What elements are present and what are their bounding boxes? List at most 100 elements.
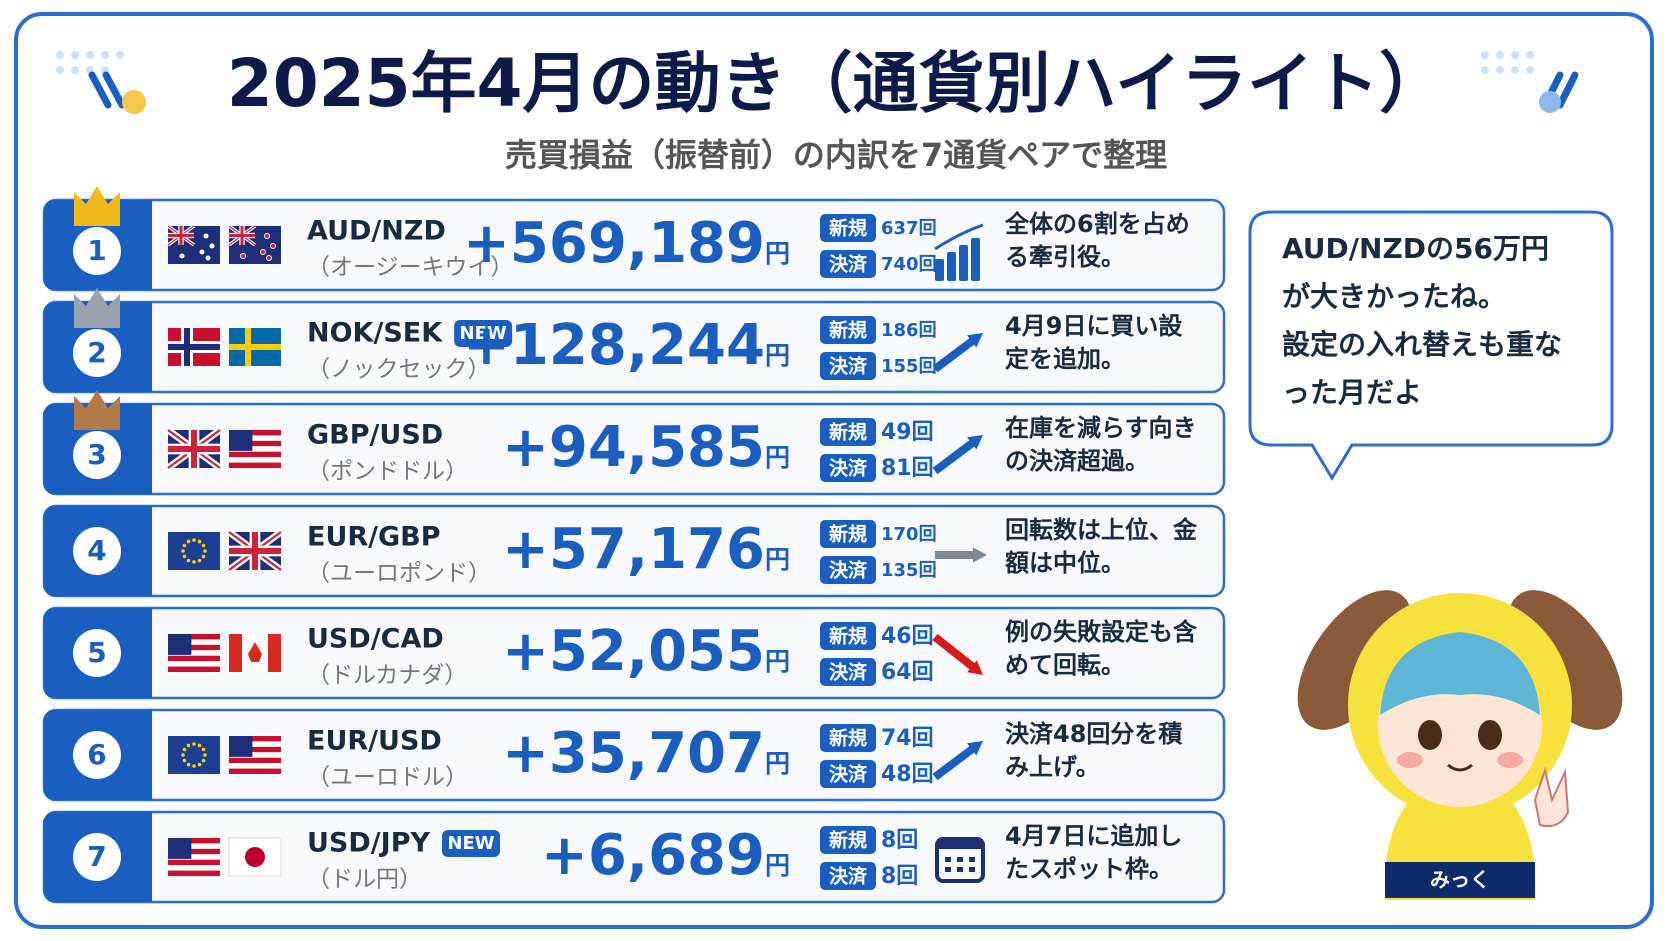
new-badge-text: NEW bbox=[460, 323, 507, 344]
count-label-box bbox=[820, 862, 876, 890]
count-label: 決済 bbox=[829, 253, 868, 276]
count: 170回 bbox=[881, 524, 937, 545]
comment: 定を追加。 bbox=[1005, 345, 1125, 373]
count-label-box bbox=[820, 250, 876, 278]
count: 8回 bbox=[881, 864, 918, 889]
profit-unit: 円 bbox=[765, 545, 790, 574]
profit: +35,707円 bbox=[502, 721, 790, 786]
count-label: 新規 bbox=[829, 727, 867, 750]
trend-icon bbox=[932, 435, 983, 475]
profit-value: +57,176 bbox=[502, 517, 765, 582]
pair-name: EUR/USD bbox=[307, 726, 442, 757]
pair-name: EUR/GBP bbox=[307, 522, 441, 553]
comment: 額は中位。 bbox=[1005, 549, 1125, 577]
pair-name: USD/JPY bbox=[307, 828, 430, 859]
count: 8回 bbox=[881, 828, 918, 853]
comment: 全体の6割を占め bbox=[1004, 210, 1190, 238]
count-label: 決済 bbox=[829, 457, 868, 480]
flag bbox=[168, 634, 220, 672]
pair-reading: （ポンドドル） bbox=[307, 459, 468, 485]
bubble-text: った月だよ bbox=[1282, 376, 1422, 409]
count-label-box bbox=[820, 724, 876, 752]
rank-circle bbox=[73, 431, 121, 479]
profit: +128,244円 bbox=[463, 313, 790, 378]
count: 49回 bbox=[881, 420, 934, 445]
flag bbox=[165, 427, 223, 471]
count-label-box bbox=[820, 214, 876, 242]
count-label: 決済 bbox=[829, 865, 868, 888]
profit-unit: 円 bbox=[765, 851, 790, 880]
subtitle: 売買損益（振替前）の内訳を7通貨ペアで整理 bbox=[505, 136, 1167, 174]
flag bbox=[227, 224, 281, 264]
rank: 6 bbox=[87, 738, 106, 771]
trend-icon bbox=[932, 633, 983, 675]
bubble-text: が大きかったね。 bbox=[1282, 280, 1506, 313]
rank-circle bbox=[73, 629, 121, 677]
rank-circle bbox=[73, 227, 121, 275]
flag bbox=[166, 224, 220, 264]
crown bbox=[74, 390, 120, 430]
pair-name: NOK/SEK bbox=[307, 318, 443, 349]
decor bbox=[56, 51, 1579, 114]
comment: 例の失敗設定も含 bbox=[1005, 618, 1198, 646]
bubble-text: 設定の入れ替えも重な bbox=[1282, 328, 1562, 361]
comment: 4月9日に買い設 bbox=[1005, 312, 1183, 340]
crown bbox=[74, 186, 120, 226]
pair-reading: （ノックセック） bbox=[307, 357, 491, 383]
count: 48回 bbox=[881, 762, 934, 787]
comment: る牽引役。 bbox=[1005, 243, 1125, 271]
rank: 3 bbox=[87, 438, 106, 471]
comment: たスポット枠。 bbox=[1005, 855, 1173, 883]
count: 740回 bbox=[881, 254, 937, 275]
count-label-box bbox=[820, 316, 876, 344]
new-badge-text: NEW bbox=[447, 833, 494, 854]
rank-circle bbox=[73, 527, 121, 575]
count-label: 決済 bbox=[829, 763, 868, 786]
profit-value: +6,689 bbox=[541, 823, 765, 888]
count: 74回 bbox=[881, 726, 934, 751]
profit-unit: 円 bbox=[765, 647, 790, 676]
count: 186回 bbox=[881, 320, 937, 341]
count-label-box bbox=[820, 556, 876, 584]
count: 637回 bbox=[881, 218, 937, 239]
profit-value: +52,055 bbox=[502, 619, 765, 684]
count: 81回 bbox=[881, 456, 934, 481]
count-label: 新規 bbox=[829, 421, 867, 444]
rank: 2 bbox=[87, 336, 106, 369]
count-label: 決済 bbox=[829, 355, 868, 378]
count-label: 決済 bbox=[829, 661, 868, 684]
pair-name: AUD/NZD bbox=[307, 216, 446, 247]
comment: 在庫を減らす向き bbox=[1005, 414, 1197, 442]
bubble-text: AUD/NZDの56万円 bbox=[1282, 232, 1549, 265]
flag bbox=[168, 736, 220, 774]
pair-reading: （ドル円） bbox=[307, 867, 422, 893]
comment: の決済超過。 bbox=[1005, 447, 1149, 475]
rank-circle bbox=[73, 833, 121, 881]
flag bbox=[168, 328, 220, 366]
new-badge bbox=[442, 830, 501, 857]
rank: 5 bbox=[87, 636, 106, 669]
profit: +52,055円 bbox=[502, 619, 790, 684]
profit-value: +569,189 bbox=[463, 211, 765, 276]
trend-icon bbox=[932, 741, 983, 781]
count: 46回 bbox=[881, 624, 934, 649]
profit-unit: 円 bbox=[765, 749, 790, 778]
flag bbox=[168, 838, 220, 876]
pair-reading: （ユーロドル） bbox=[307, 765, 468, 791]
count-label: 新規 bbox=[829, 523, 867, 546]
profit-value: +128,244 bbox=[463, 313, 765, 378]
comment: 決済48回分を積 bbox=[1005, 720, 1182, 748]
profit-unit: 円 bbox=[765, 341, 790, 370]
comment: 回転数は上位、金 bbox=[1005, 516, 1198, 544]
count-label: 決済 bbox=[829, 559, 868, 582]
count: 155回 bbox=[881, 356, 937, 377]
count-label-box bbox=[820, 520, 876, 548]
